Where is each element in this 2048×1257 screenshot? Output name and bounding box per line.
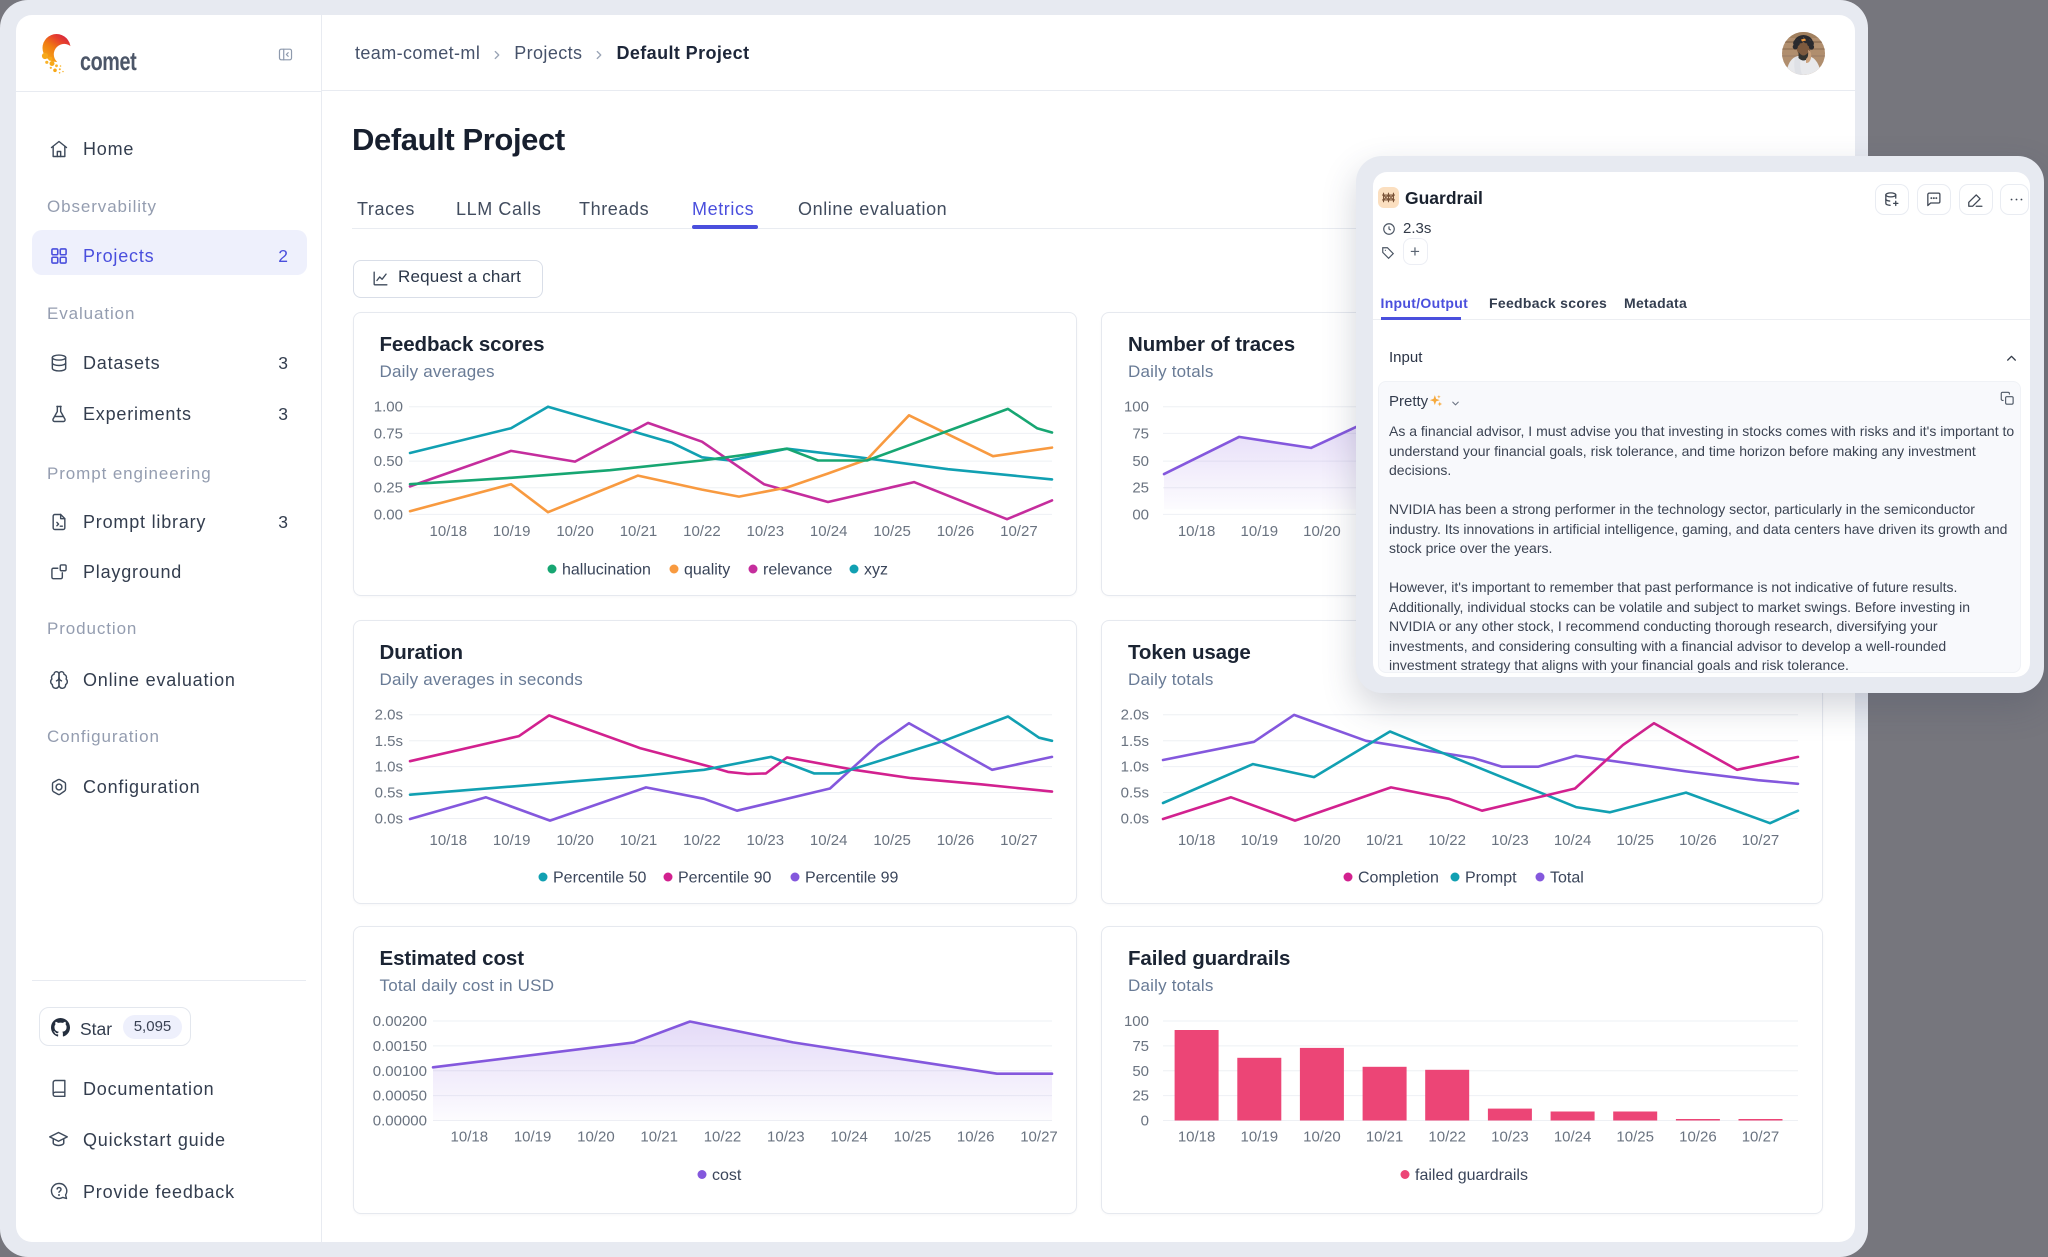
svg-text:10/23: 10/23 (1491, 832, 1529, 849)
svg-text:100: 100 (1124, 1013, 1149, 1030)
svg-text:10/20: 10/20 (556, 523, 594, 540)
svg-text:0.00000: 0.00000 (373, 1113, 427, 1130)
svg-text:0.5s: 0.5s (1121, 785, 1149, 802)
svg-text:10/20: 10/20 (1303, 832, 1341, 849)
svg-text:10/21: 10/21 (620, 832, 658, 849)
svg-text:10/18: 10/18 (430, 523, 468, 540)
svg-text:1.5s: 1.5s (1121, 733, 1149, 750)
svg-text:quality: quality (684, 562, 730, 579)
svg-text:10/26: 10/26 (957, 1129, 995, 1146)
svg-text:10/27: 10/27 (1000, 523, 1038, 540)
svg-text:failed guardrails: failed guardrails (1415, 1167, 1528, 1184)
svg-text:10/22: 10/22 (1428, 832, 1466, 849)
svg-text:75: 75 (1132, 425, 1149, 442)
svg-text:25: 25 (1132, 480, 1149, 497)
svg-text:1.0s: 1.0s (375, 759, 403, 776)
svg-text:0.25: 0.25 (374, 480, 403, 497)
svg-text:10/25: 10/25 (873, 832, 911, 849)
svg-text:Completion: Completion (1358, 870, 1439, 887)
svg-text:0.0s: 0.0s (375, 811, 403, 828)
svg-text:10/26: 10/26 (937, 832, 975, 849)
svg-text:10/22: 10/22 (683, 832, 721, 849)
svg-text:10/24: 10/24 (1554, 1129, 1592, 1146)
svg-text:10/19: 10/19 (1241, 1129, 1279, 1146)
svg-text:10/19: 10/19 (1241, 523, 1279, 540)
svg-text:0.00050: 0.00050 (373, 1088, 427, 1105)
svg-text:50: 50 (1132, 453, 1149, 470)
svg-text:10/24: 10/24 (810, 832, 848, 849)
svg-text:10/20: 10/20 (577, 1129, 615, 1146)
svg-text:00: 00 (1132, 506, 1149, 523)
svg-text:10/25: 10/25 (1616, 832, 1654, 849)
svg-text:0.00100: 0.00100 (373, 1063, 427, 1080)
svg-text:10/20: 10/20 (1303, 523, 1341, 540)
svg-text:0.00200: 0.00200 (373, 1013, 427, 1030)
svg-text:10/27: 10/27 (1020, 1129, 1058, 1146)
svg-text:xyz: xyz (864, 562, 888, 579)
svg-text:10/18: 10/18 (451, 1129, 489, 1146)
svg-text:10/22: 10/22 (704, 1129, 742, 1146)
svg-text:hallucination: hallucination (562, 562, 651, 579)
svg-text:0.5s: 0.5s (375, 785, 403, 802)
svg-text:10/25: 10/25 (894, 1129, 932, 1146)
svg-text:10/24: 10/24 (810, 523, 848, 540)
svg-text:0.0s: 0.0s (1121, 811, 1149, 828)
svg-text:10/22: 10/22 (683, 523, 721, 540)
svg-text:0: 0 (1141, 1113, 1149, 1130)
svg-text:10/21: 10/21 (640, 1129, 678, 1146)
svg-text:10/19: 10/19 (1241, 832, 1279, 849)
svg-text:10/27: 10/27 (1742, 832, 1780, 849)
svg-text:0.75: 0.75 (374, 425, 403, 442)
svg-text:10/26: 10/26 (937, 523, 975, 540)
svg-text:Percentile 90: Percentile 90 (678, 870, 771, 887)
svg-text:10/24: 10/24 (1554, 832, 1592, 849)
svg-text:Total: Total (1550, 870, 1584, 887)
svg-text:1.0s: 1.0s (1121, 759, 1149, 776)
svg-text:10/18: 10/18 (430, 832, 468, 849)
svg-text:10/27: 10/27 (1000, 832, 1038, 849)
svg-text:25: 25 (1132, 1088, 1149, 1105)
svg-text:10/27: 10/27 (1742, 1129, 1780, 1146)
svg-text:10/23: 10/23 (767, 1129, 805, 1146)
svg-text:10/18: 10/18 (1178, 1129, 1216, 1146)
svg-text:10/23: 10/23 (747, 832, 785, 849)
svg-text:100: 100 (1124, 399, 1149, 416)
svg-text:Prompt: Prompt (1465, 870, 1517, 887)
svg-text:Percentile 50: Percentile 50 (553, 870, 646, 887)
svg-text:10/19: 10/19 (493, 832, 531, 849)
svg-text:10/21: 10/21 (1366, 832, 1404, 849)
svg-text:50: 50 (1132, 1063, 1149, 1080)
svg-text:relevance: relevance (763, 562, 832, 579)
svg-text:10/20: 10/20 (556, 832, 594, 849)
svg-text:10/19: 10/19 (514, 1129, 552, 1146)
svg-text:0.00150: 0.00150 (373, 1038, 427, 1055)
svg-text:2.0s: 2.0s (375, 707, 403, 724)
svg-text:10/25: 10/25 (873, 523, 911, 540)
svg-text:0.00: 0.00 (374, 506, 403, 523)
svg-text:75: 75 (1132, 1038, 1149, 1055)
svg-text:10/26: 10/26 (1679, 1129, 1717, 1146)
svg-text:10/18: 10/18 (1178, 523, 1216, 540)
svg-text:0.50: 0.50 (374, 453, 403, 470)
svg-text:10/21: 10/21 (1366, 1129, 1404, 1146)
svg-text:10/25: 10/25 (1616, 1129, 1654, 1146)
svg-text:10/19: 10/19 (493, 523, 531, 540)
svg-text:10/20: 10/20 (1303, 1129, 1341, 1146)
svg-text:10/24: 10/24 (830, 1129, 868, 1146)
svg-text:1.5s: 1.5s (375, 733, 403, 750)
svg-text:Percentile 99: Percentile 99 (805, 870, 898, 887)
svg-text:1.00: 1.00 (374, 399, 403, 416)
svg-text:10/22: 10/22 (1428, 1129, 1466, 1146)
svg-text:10/23: 10/23 (1491, 1129, 1529, 1146)
svg-text:2.0s: 2.0s (1121, 707, 1149, 724)
svg-text:10/18: 10/18 (1178, 832, 1216, 849)
svg-text:10/23: 10/23 (747, 523, 785, 540)
svg-text:10/26: 10/26 (1679, 832, 1717, 849)
svg-text:10/21: 10/21 (620, 523, 658, 540)
svg-text:cost: cost (712, 1167, 742, 1184)
